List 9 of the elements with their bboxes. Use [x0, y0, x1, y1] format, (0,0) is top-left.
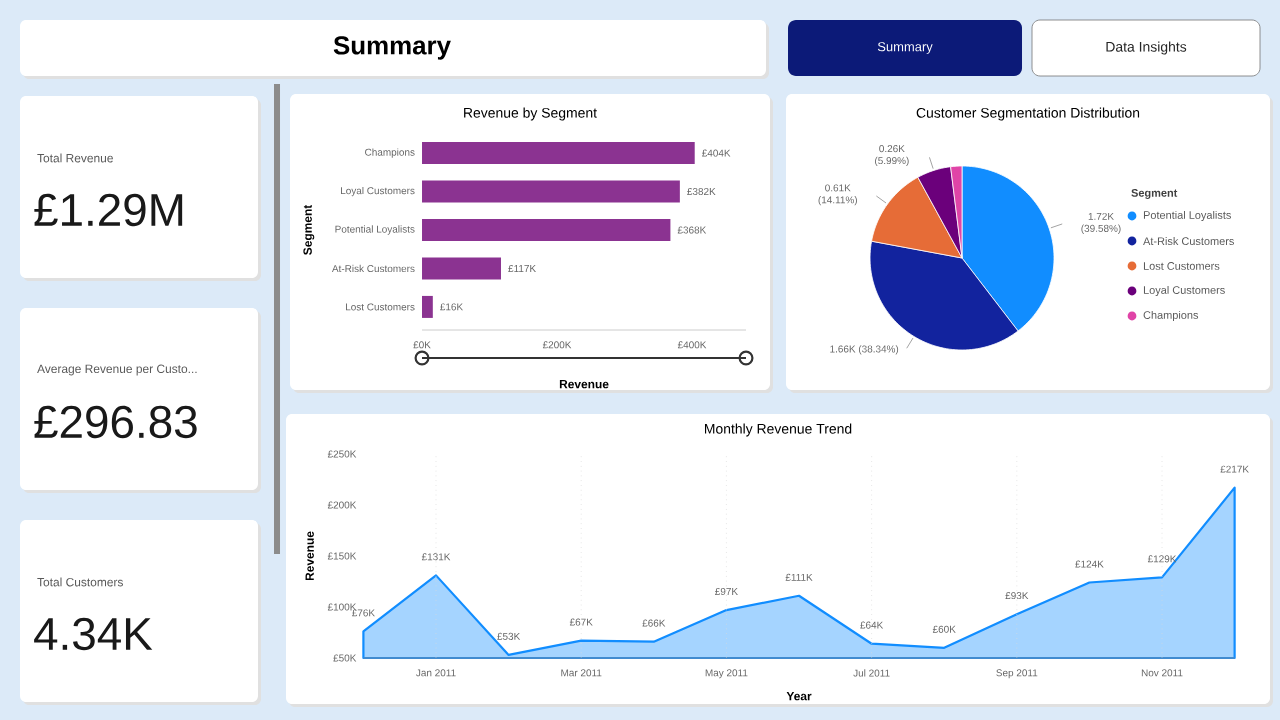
- bar: [422, 257, 501, 280]
- text: £296.83: [34, 405, 197, 439]
- bar: [422, 180, 680, 203]
- text: £1.29M: [34, 193, 183, 227]
- bar: [422, 219, 671, 241]
- text: 4.34K: [34, 617, 153, 651]
- text: Summary: [333, 36, 451, 60]
- bar: [422, 295, 433, 318]
- bar: [422, 142, 695, 165]
